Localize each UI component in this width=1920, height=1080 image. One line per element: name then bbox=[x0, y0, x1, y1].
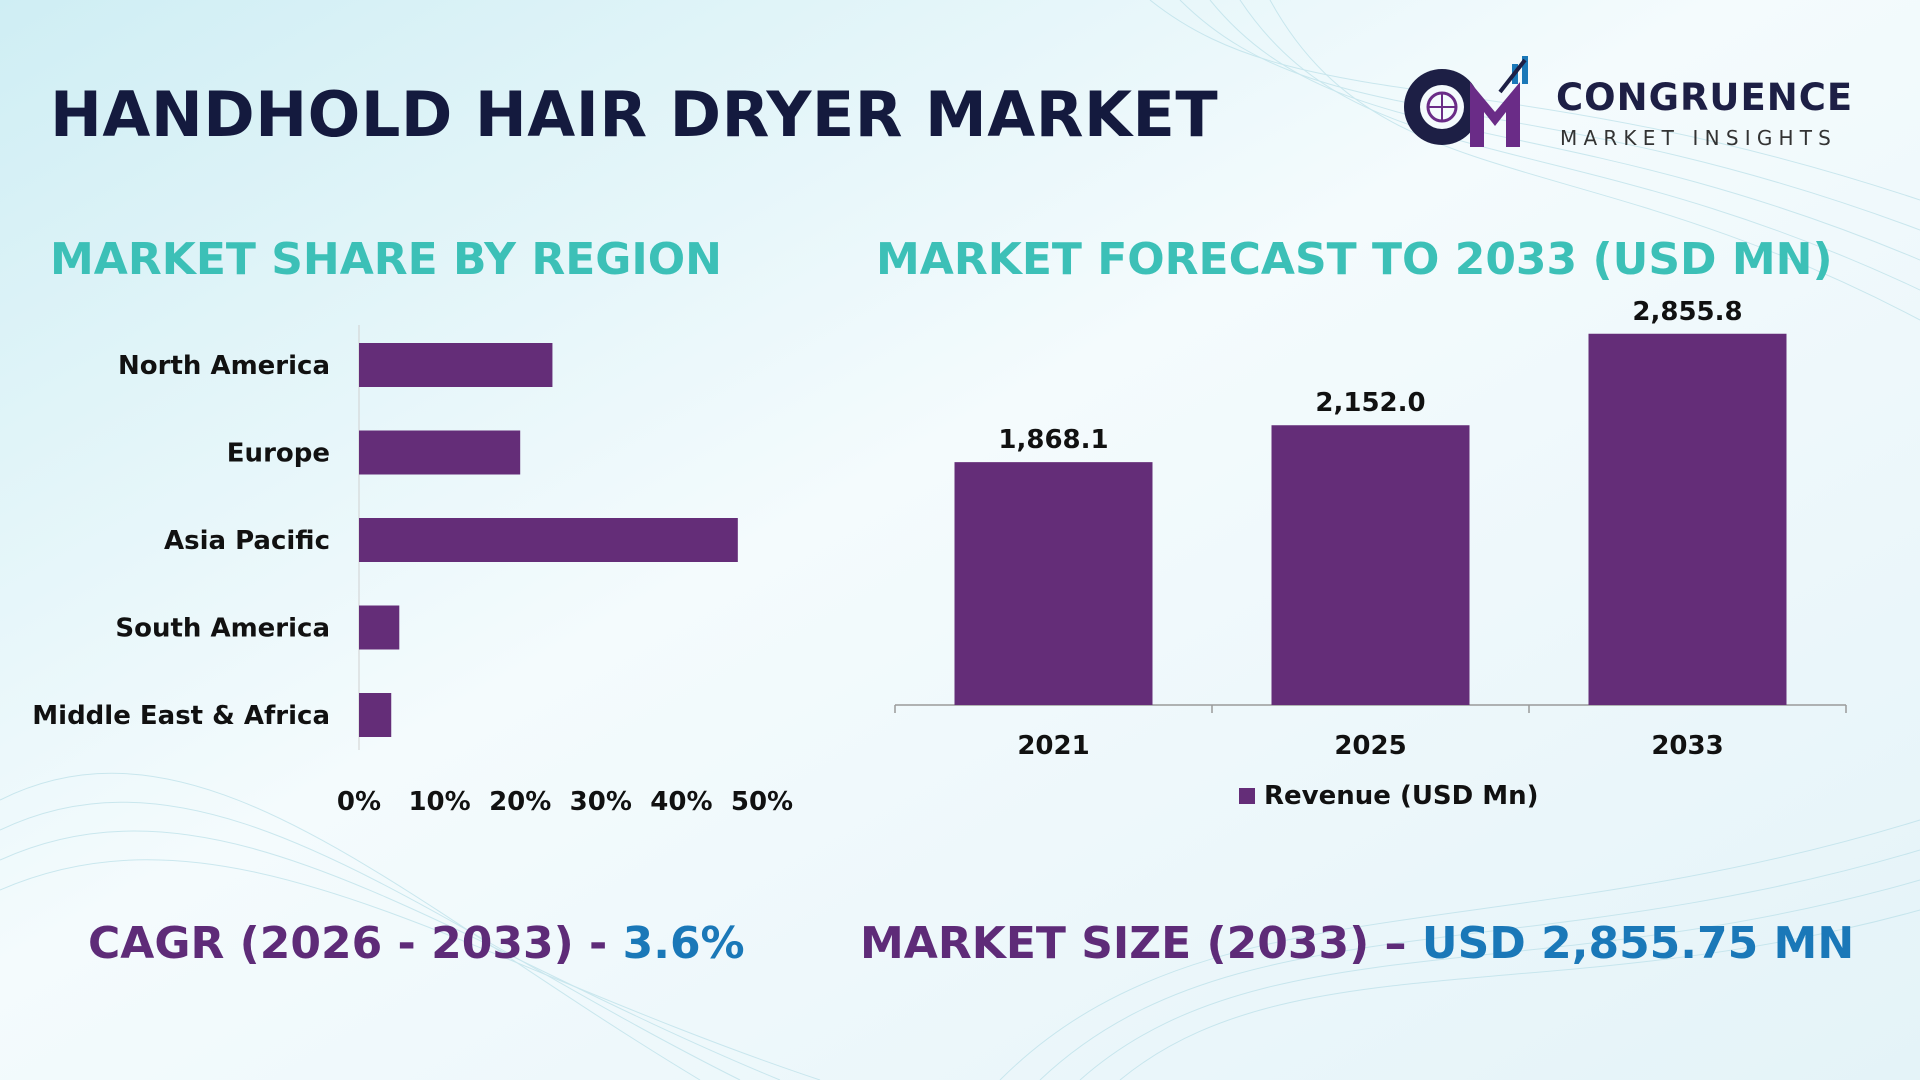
logo-name: CONGRUENCE bbox=[1556, 76, 1854, 119]
forecast-data-label: 2,152.0 bbox=[1315, 388, 1425, 418]
region-tick-label: 30% bbox=[570, 787, 632, 817]
market-size-label: MARKET SIZE (2033) – bbox=[860, 918, 1422, 969]
market-size-value: USD 2,855.75 MN bbox=[1421, 918, 1855, 969]
region-bar bbox=[359, 518, 738, 562]
region-tick-label: 40% bbox=[650, 787, 712, 817]
forecast-chart-title: MARKET FORECAST TO 2033 (USD MN) bbox=[876, 234, 1833, 285]
market-forecast-chart: 1,868.1 2021 2,152.0 2025 2,855.8 2033 Revenue… bbox=[894, 300, 1847, 811]
market-size-stat: MARKET SIZE (2033) – USD 2,855.75 MN bbox=[860, 918, 1854, 969]
region-tick-label: 10% bbox=[408, 787, 470, 817]
region-bar bbox=[359, 430, 521, 475]
region-tick-label: 0% bbox=[337, 787, 381, 817]
region-tick-label: 50% bbox=[731, 787, 793, 817]
forecast-bar bbox=[954, 462, 1153, 705]
legend-label: Revenue (USD Mn) bbox=[1264, 781, 1539, 811]
cagr-stat: CAGR (2026 - 2033) - 3.6% bbox=[88, 918, 745, 969]
forecast-data-label: 1,868.1 bbox=[998, 425, 1108, 455]
logo-tagline: MARKET INSIGHTS bbox=[1560, 126, 1838, 150]
region-tick-label: 20% bbox=[489, 787, 551, 817]
region-bar bbox=[359, 605, 400, 650]
forecast-category-label: 2025 bbox=[1334, 731, 1406, 761]
forecast-category-label: 2033 bbox=[1651, 731, 1723, 761]
forecast-data-label: 2,855.8 bbox=[1632, 300, 1742, 327]
cagr-value: 3.6% bbox=[622, 918, 745, 969]
region-category-label: Asia Pacific bbox=[164, 526, 330, 556]
region-bar bbox=[359, 343, 553, 387]
region-category-label: North America bbox=[118, 351, 330, 381]
region-share-chart: North America Europe Asia Pacific South Ame… bbox=[32, 325, 793, 817]
cagr-label: CAGR (2026 - 2033) - bbox=[88, 918, 623, 969]
region-bar bbox=[359, 693, 392, 737]
forecast-category-label: 2021 bbox=[1017, 731, 1089, 761]
region-category-label: South America bbox=[115, 614, 330, 644]
congruence-logo-icon bbox=[1404, 56, 1528, 147]
legend-swatch bbox=[1239, 788, 1255, 804]
page-title: HANDHOLD HAIR DRYER MARKET bbox=[50, 78, 1219, 151]
region-category-label: Europe bbox=[227, 439, 330, 469]
region-category-label: Middle East & Africa bbox=[32, 701, 330, 731]
region-chart-title: MARKET SHARE BY REGION bbox=[50, 234, 722, 285]
forecast-bar bbox=[1271, 425, 1470, 705]
forecast-bar bbox=[1588, 333, 1787, 705]
